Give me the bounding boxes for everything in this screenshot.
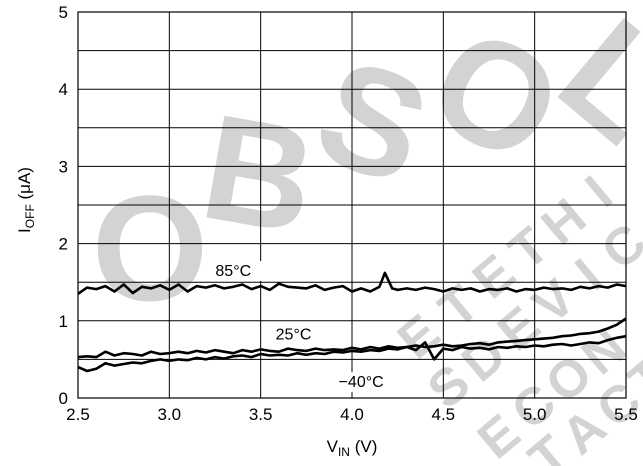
- y-tick-label: 3: [59, 157, 68, 176]
- series-line-0: [77, 271, 627, 295]
- watermark-letter: O: [92, 164, 209, 332]
- series-label-2: −40°C: [339, 374, 384, 391]
- x-axis-label: VIN (V): [327, 437, 378, 459]
- plot-frame: [77, 11, 627, 399]
- x-tick-label: 3.0: [158, 405, 182, 424]
- y-tick-label: 2: [59, 235, 68, 254]
- y-axis-label: IOFF (μA): [15, 167, 37, 233]
- y-tick-label: 5: [59, 3, 68, 22]
- grid: [77, 11, 627, 399]
- series-label-background: [203, 261, 264, 282]
- series-label-background: [263, 324, 324, 345]
- x-tick-label: 3.5: [249, 405, 273, 424]
- y-tick-label: 1: [59, 312, 68, 331]
- watermark-letter: C: [591, 213, 643, 282]
- series-layer: [77, 271, 627, 373]
- tick-labels: 2.5 3.0 3.5 4.0 4.5 5.0 5.5 0 1 2 3 4 5: [59, 3, 638, 424]
- x-tick-label: 5.0: [523, 405, 547, 424]
- series-label-background: [331, 372, 392, 393]
- series-label-1: 25°C: [276, 326, 312, 343]
- y-tick-label: 4: [59, 80, 68, 99]
- series-line-2: [77, 334, 627, 373]
- x-tick-label: 4.5: [432, 405, 456, 424]
- series-label-0: 85°C: [215, 263, 251, 280]
- x-tick-label: 2.5: [66, 405, 90, 424]
- series-line-1: [77, 317, 627, 359]
- x-tick-label: 4.0: [340, 405, 364, 424]
- series-labels: 85°C 25°C −40°C: [203, 261, 392, 393]
- y-tick-label: 0: [59, 389, 68, 408]
- x-tick-label: 5.5: [614, 405, 638, 424]
